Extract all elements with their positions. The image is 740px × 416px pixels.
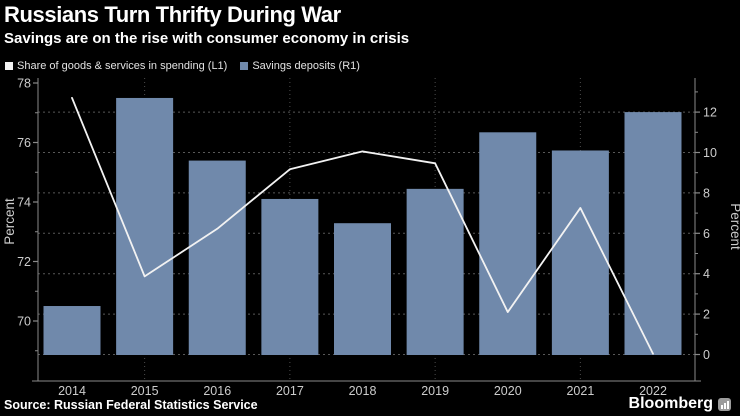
bar-2019: [406, 188, 464, 355]
bar-series-swatch-icon: [240, 62, 249, 70]
bloomberg-logo: Bloomberg: [629, 395, 731, 413]
left-axis-tick-label: 76: [17, 136, 31, 150]
bar-2015: [116, 97, 174, 356]
chart-title: Russians Turn Thrifty During War: [4, 2, 341, 27]
bar-2018: [334, 223, 391, 355]
left-axis-tick-label: 72: [17, 255, 31, 269]
x-axis-label-2020: 2020: [494, 384, 522, 398]
left-axis-tick-label: 74: [17, 196, 31, 210]
legend-label-bar-series: Savings deposits (R1): [252, 60, 360, 72]
chart-subtitle: Savings are on the rise with consumer ec…: [4, 30, 410, 47]
right-axis-tick-label: 2: [703, 308, 710, 322]
right-axis-tick-label: 10: [703, 146, 717, 160]
x-axis-label-2022: 2022: [639, 384, 667, 398]
x-axis-label-2016: 2016: [203, 384, 231, 398]
legend-item-line-series: Share of goods & services in spending (L…: [5, 60, 227, 72]
bar-2021: [551, 150, 609, 355]
x-axis-label-2019: 2019: [421, 384, 449, 398]
left-axis-title: Percent: [2, 198, 17, 245]
x-axis-label-2014: 2014: [58, 384, 86, 398]
bar-2020: [479, 132, 537, 355]
line-series-swatch-icon: [5, 62, 13, 70]
bloomberg-wordmark: Bloomberg: [628, 395, 713, 412]
legend: Share of goods & services in spending (L…: [5, 60, 360, 72]
right-axis-tick-label: 0: [703, 348, 710, 362]
right-axis-title: Percent: [728, 203, 740, 250]
source-text: Source: Russian Federal Statistics Servi…: [4, 398, 258, 412]
x-axis-label-2017: 2017: [276, 384, 304, 398]
right-axis-tick-label: 6: [703, 227, 710, 241]
bar-2022: [624, 112, 682, 355]
line-series: [71, 96, 654, 355]
right-axis-tick-label: 4: [703, 267, 710, 281]
left-axis-tick-label: 70: [17, 315, 31, 329]
legend-label-line-series: Share of goods & services in spending (L…: [17, 60, 228, 72]
x-axis-label-2021: 2021: [566, 384, 594, 398]
bar-2016: [188, 160, 246, 355]
x-axis-label-2018: 2018: [349, 384, 377, 398]
x-axis-label-2015: 2015: [131, 384, 159, 398]
bar-2014: [43, 306, 101, 355]
legend-item-bar-series: Savings deposits (R1): [240, 60, 360, 72]
bar-2017: [261, 198, 319, 355]
left-axis-tick-label: 78: [17, 77, 31, 91]
right-axis-tick-label: 12: [703, 106, 717, 120]
bar-chart-icon: [718, 397, 731, 411]
right-axis-tick-label: 8: [703, 186, 710, 200]
